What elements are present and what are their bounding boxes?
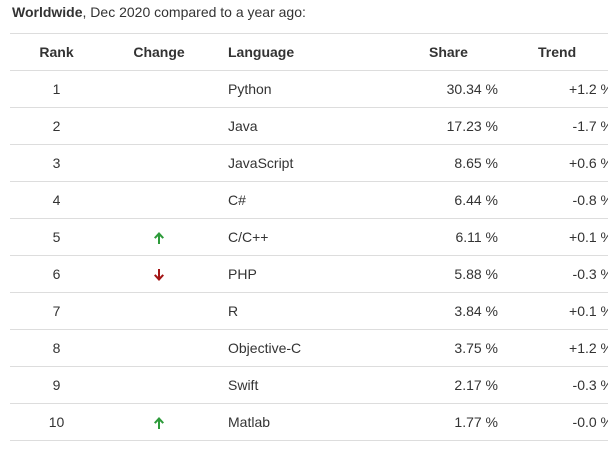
share-cell: 6.44 %	[428, 181, 511, 219]
share-cell: 3.84 %	[428, 292, 511, 330]
language-cell: Java	[215, 107, 428, 145]
rank-cell: 9	[10, 366, 103, 404]
share-cell: 6.11 %	[428, 218, 511, 256]
change-cell	[103, 144, 215, 182]
share-cell: 1.77 %	[428, 403, 511, 441]
change-cell	[103, 366, 215, 404]
rank-cell: 10	[10, 403, 103, 441]
trend-cell: +0.6 %	[511, 144, 608, 182]
table-row: 8 Objective-C3.75 %+1.2 %	[10, 329, 608, 367]
change-cell	[103, 403, 215, 441]
trend-cell: -1.7 %	[511, 107, 608, 145]
rank-cell: 8	[10, 329, 103, 367]
change-cell	[103, 292, 215, 330]
trend-cell: -0.0 %	[511, 403, 608, 441]
down-arrow	[154, 269, 164, 282]
share-cell: 3.75 %	[428, 329, 511, 367]
share-cell: 2.17 %	[428, 366, 511, 404]
up-arrow	[154, 232, 164, 245]
change-cell	[103, 70, 215, 108]
language-cell: Matlab	[215, 403, 428, 441]
rank-cell: 4	[10, 181, 103, 219]
table-row: 5 C/C++6.11 %+0.1 %	[10, 218, 608, 256]
trend-cell: -0.8 %	[511, 181, 608, 219]
caption-text: , Dec 2020 compared to a year ago:	[82, 4, 306, 20]
trend-cell: +1.2 %	[511, 70, 608, 108]
trend-cell: -0.3 %	[511, 255, 608, 293]
language-cell: PHP	[215, 255, 428, 293]
column-header: Trend	[511, 33, 608, 71]
language-cell: R	[215, 292, 428, 330]
language-cell: C#	[215, 181, 428, 219]
table-row: 4 C#6.44 %-0.8 %	[10, 181, 608, 219]
change-cell	[103, 181, 215, 219]
share-cell: 30.34 %	[428, 70, 511, 108]
rank-cell: 6	[10, 255, 103, 293]
share-cell: 8.65 %	[428, 144, 511, 182]
trend-cell: +1.2 %	[511, 329, 608, 367]
caption: Worldwide, Dec 2020 compared to a year a…	[12, 4, 306, 20]
change-cell	[103, 218, 215, 256]
change-cell	[103, 329, 215, 367]
language-cell: Swift	[215, 366, 428, 404]
trend-cell: +0.1 %	[511, 218, 608, 256]
rank-cell: 3	[10, 144, 103, 182]
language-cell: Objective-C	[215, 329, 428, 367]
language-cell: Python	[215, 70, 428, 108]
change-cell	[103, 255, 215, 293]
rank-cell: 5	[10, 218, 103, 256]
change-cell	[103, 107, 215, 145]
column-header: Language	[215, 33, 428, 71]
column-header: Change	[103, 33, 215, 71]
column-header: Rank	[10, 33, 103, 71]
trend-cell: +0.1 %	[511, 292, 608, 330]
language-cell: JavaScript	[215, 144, 428, 182]
up-arrow	[154, 417, 164, 430]
trend-cell: -0.3 %	[511, 366, 608, 404]
header-row: Rank Change Language Share Trend	[10, 33, 608, 71]
caption-region: Worldwide	[12, 4, 83, 20]
share-cell: 5.88 %	[428, 255, 511, 293]
rank-cell: 7	[10, 292, 103, 330]
column-header: Share	[428, 33, 511, 71]
rank-cell: 2	[10, 107, 103, 145]
language-cell: C/C++	[215, 218, 428, 256]
table-row: 7 R3.84 %+0.1 %	[10, 292, 608, 330]
ranking-table: Rank Change Language Share Trend 1 Python…	[10, 33, 608, 441]
rank-cell: 1	[10, 70, 103, 108]
share-cell: 17.23 %	[428, 107, 511, 145]
